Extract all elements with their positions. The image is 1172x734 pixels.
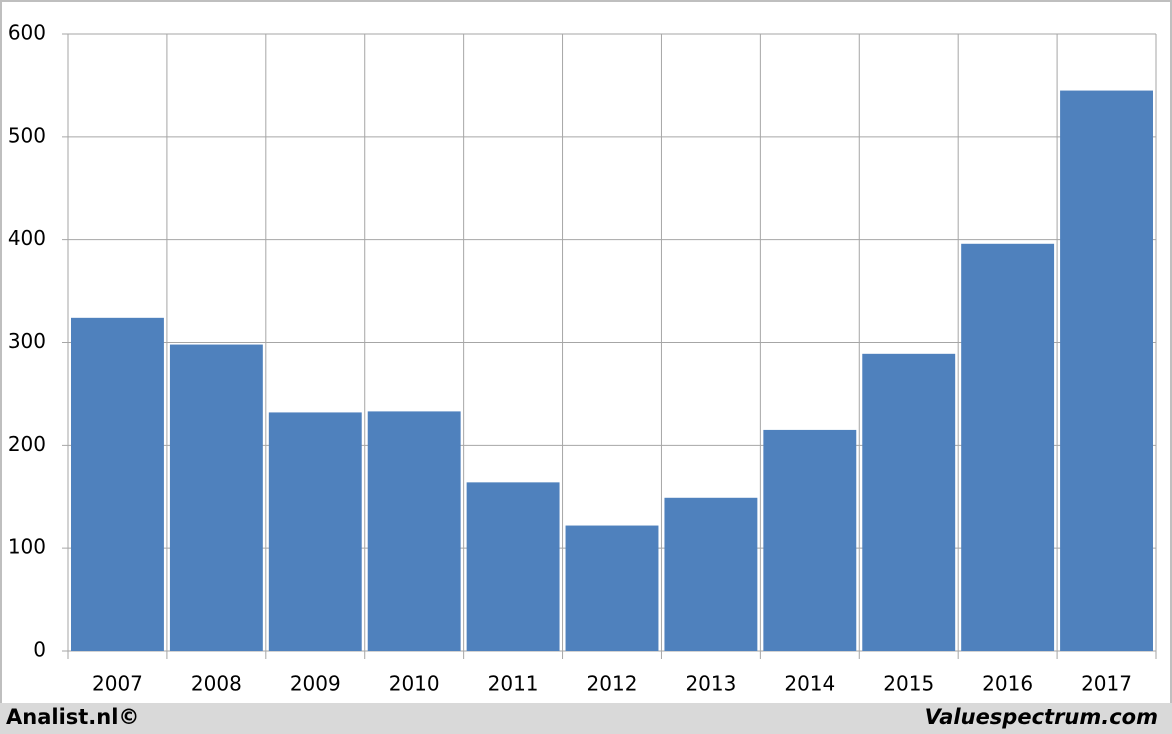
x-tick-label: 2017 — [1081, 672, 1132, 696]
x-tick-label: 2012 — [587, 672, 638, 696]
bar — [367, 411, 461, 651]
footer-left: Analist.nl© — [6, 705, 139, 729]
x-tick-label: 2007 — [92, 672, 143, 696]
footer-band — [0, 703, 1172, 734]
x-tick-label: 2011 — [488, 672, 539, 696]
bar — [1060, 90, 1153, 651]
footer-right: Valuespectrum.com — [925, 705, 1158, 729]
bar — [71, 317, 164, 651]
y-tick-label: 500 — [8, 123, 46, 147]
bar — [466, 482, 560, 651]
x-tick-label: 2009 — [290, 672, 341, 696]
x-tick-label: 2008 — [191, 672, 242, 696]
y-tick-label: 400 — [8, 226, 46, 250]
x-tick-label: 2013 — [685, 672, 736, 696]
y-tick-label: 0 — [33, 638, 46, 662]
y-tick-label: 600 — [8, 21, 46, 45]
bar — [664, 497, 758, 651]
y-tick-label: 200 — [8, 432, 46, 456]
x-tick-label: 2016 — [982, 672, 1033, 696]
bar — [862, 353, 956, 651]
x-tick-label: 2014 — [784, 672, 835, 696]
y-tick-label: 100 — [8, 535, 46, 559]
bar — [268, 412, 362, 651]
bar — [169, 344, 263, 651]
x-tick-label: 2010 — [389, 672, 440, 696]
y-tick-label: 300 — [8, 329, 46, 353]
bar — [763, 429, 857, 651]
bar — [961, 243, 1055, 651]
x-tick-label: 2015 — [883, 672, 934, 696]
bar — [565, 525, 659, 651]
